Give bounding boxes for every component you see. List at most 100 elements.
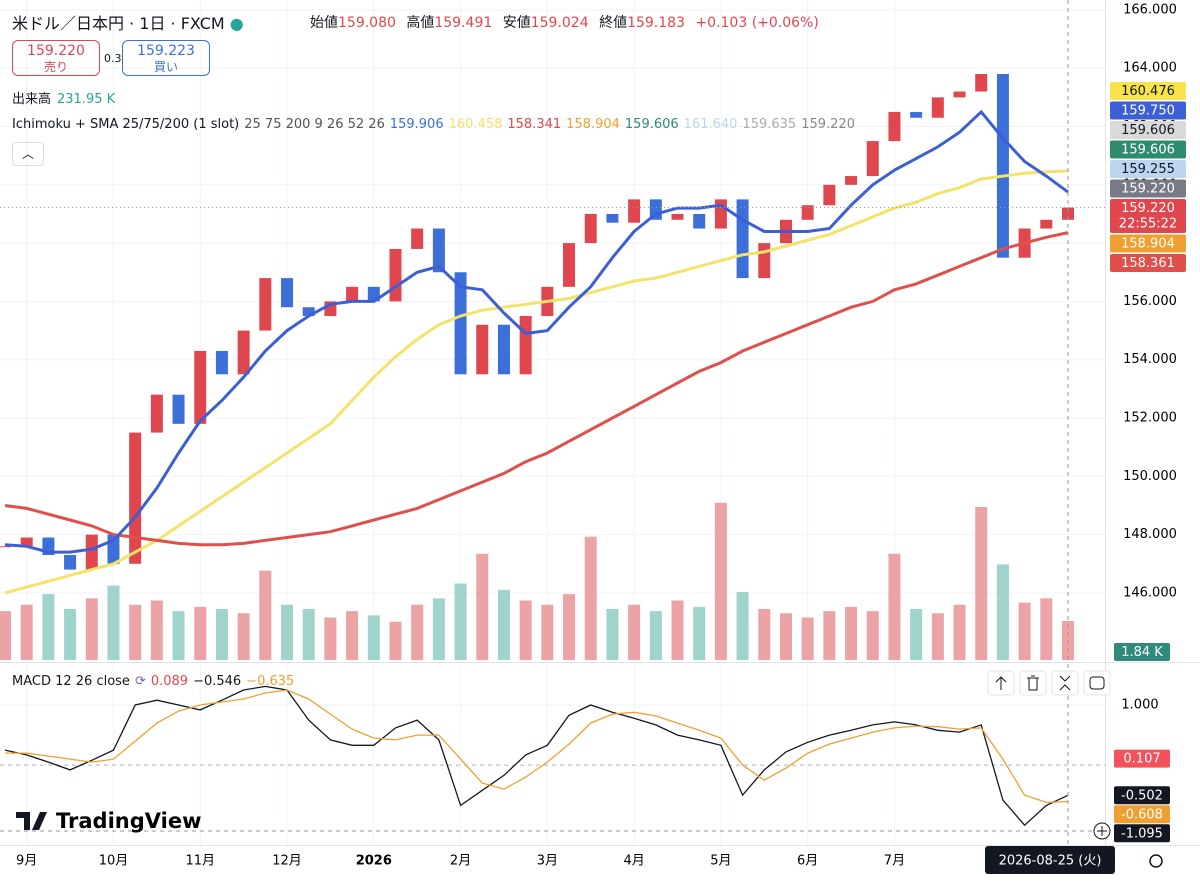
indicator-value: 159.635	[742, 117, 797, 132]
volume-bar	[194, 606, 207, 660]
indicator-value: 158.341	[507, 117, 562, 132]
candle-body	[584, 213, 597, 244]
volume-bar	[584, 536, 597, 660]
candle-body	[129, 432, 142, 564]
indicator-value: 160.458	[448, 117, 503, 132]
candle-body	[194, 350, 207, 424]
ohlc-label: 安値	[502, 15, 531, 31]
candle-body	[476, 324, 489, 375]
candle-body	[64, 555, 77, 570]
indicator-value: 159.606	[624, 117, 679, 132]
candle-body	[454, 272, 467, 375]
volume-bar	[628, 604, 641, 660]
volume-bar	[931, 613, 944, 660]
price-tag-label: 160.476	[1121, 84, 1175, 99]
y-tick-label: 164.000	[1123, 61, 1177, 76]
symbol-title[interactable]: 米ドル／日本円 · 1日 · FXCM ●	[12, 10, 244, 34]
y-tick-label: 150.000	[1123, 469, 1177, 484]
candle-body	[389, 248, 402, 302]
candle-body	[259, 278, 272, 331]
symbol: 米ドル／日本円 · 1日 · FXCM	[12, 14, 225, 33]
volume-bar	[42, 594, 55, 660]
sell-price: 159.220	[27, 43, 85, 59]
price-tag	[1110, 179, 1186, 198]
delete-button[interactable]	[1019, 670, 1047, 696]
candle-body	[801, 205, 814, 220]
y-tick-label: 146.000	[1123, 585, 1177, 600]
ohlc-label: 終値	[599, 15, 628, 31]
indicator-name: Ichimoku + SMA 25/75/200 (1 slot)	[12, 117, 240, 132]
volume-bar	[367, 615, 380, 660]
volume-bar	[497, 589, 510, 660]
y-tick-label: 166.000	[1123, 2, 1177, 17]
candle-body	[1040, 219, 1053, 229]
candle-body	[671, 213, 684, 220]
volume-bar	[1018, 602, 1031, 660]
line	[4, 231, 1069, 547]
ohlc-value: 159.183	[627, 15, 685, 31]
macd-tag	[1114, 805, 1170, 824]
ohlc-label: 始値	[310, 15, 338, 31]
crosshair-date-box	[985, 846, 1115, 874]
macd-tag-label: -0.608	[1121, 807, 1163, 822]
indicator-legend: Ichimoku + SMA 25/75/200 (1 slot) 25 75 2…	[12, 117, 860, 132]
x-tick-label: 4月	[623, 854, 644, 869]
collapse-button[interactable]	[1051, 670, 1079, 696]
candle-body	[845, 176, 858, 185]
volume-bar	[606, 609, 619, 660]
macd-tag	[1114, 786, 1170, 805]
macd-tag	[1114, 749, 1170, 768]
candle-body	[866, 141, 879, 177]
volume-bar	[302, 609, 315, 660]
volume-bar	[389, 621, 402, 660]
volume-bar	[476, 553, 489, 660]
volume-bar	[432, 598, 445, 660]
candle-body	[910, 111, 923, 118]
candle-body	[996, 74, 1009, 258]
price-tag	[1110, 101, 1186, 120]
line	[5, 689, 1069, 804]
collapse-legend-button[interactable]: ︿	[12, 142, 44, 166]
candle-body	[172, 394, 185, 424]
base-layer: 166.000164.000162.000160.000158.000156.0…	[0, 0, 1186, 869]
candle-body	[302, 307, 315, 316]
ohlc-value: 159.491	[434, 15, 493, 31]
collapse-icon	[1059, 675, 1071, 691]
macd-icon: ⟳	[134, 674, 146, 689]
candle-body	[497, 324, 510, 375]
volume-bar	[910, 609, 923, 660]
volume-value: 231.95 K	[57, 92, 116, 107]
volume-bar	[953, 604, 966, 660]
spread: 0.3	[104, 52, 122, 65]
settings-button[interactable]	[1149, 854, 1163, 868]
volume-bar	[346, 611, 359, 660]
sell-button[interactable]: 159.220 売り	[12, 40, 100, 76]
pane-buttons[interactable]	[987, 670, 1111, 696]
y-tick-label: 154.000	[1123, 352, 1177, 367]
status-dot: ●	[229, 14, 244, 33]
volume-bar	[888, 553, 901, 660]
ohlc-label: 高値	[406, 15, 435, 31]
logo-text: TradingView	[56, 809, 201, 833]
macd-value: 0.089	[150, 674, 189, 689]
volume-bar	[85, 598, 98, 660]
maximize-button[interactable]	[1083, 670, 1111, 696]
volume-bar	[801, 617, 814, 660]
candle-body	[975, 74, 988, 92]
buy-label: 買い	[153, 60, 178, 74]
buy-button[interactable]: 159.223 買い	[122, 40, 210, 76]
x-tick-label: 3月	[537, 854, 558, 869]
y-tick-label: 152.000	[1123, 411, 1177, 426]
price-tag-label: 159.606	[1121, 123, 1175, 138]
volume-legend: 出来高 231.95 K	[12, 88, 115, 107]
volume-bar	[454, 583, 467, 660]
candle-body	[823, 184, 836, 206]
candle-body	[215, 350, 228, 375]
ohlc-value: 159.024	[530, 15, 589, 31]
volume-bar	[107, 585, 120, 660]
candle-body	[346, 286, 359, 302]
candle-body	[888, 111, 901, 142]
volume-bar	[0, 611, 11, 660]
macd-value: −0.635	[246, 674, 295, 689]
